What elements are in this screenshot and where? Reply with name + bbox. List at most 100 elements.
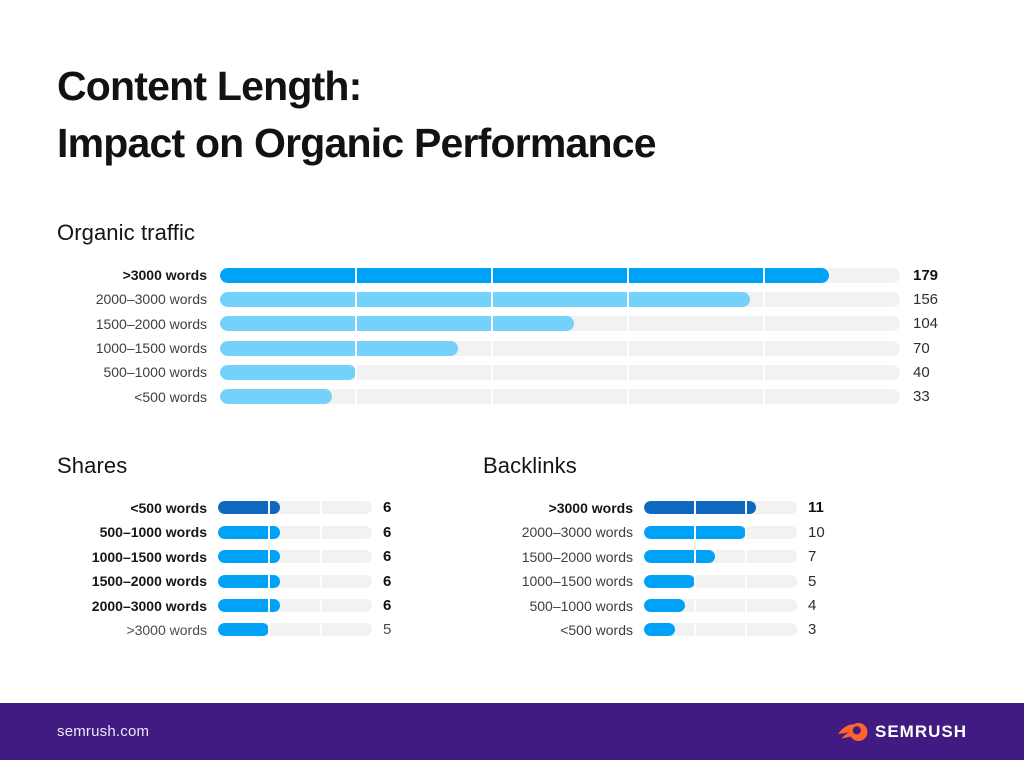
chart-row: 2000–3000 words 10 bbox=[483, 520, 967, 544]
row-label: 1000–1500 words bbox=[91, 548, 207, 565]
bar-track bbox=[220, 316, 900, 332]
bar-track bbox=[644, 550, 797, 564]
row-value: 6 bbox=[383, 499, 392, 517]
row-label: 1500–2000 words bbox=[95, 315, 207, 332]
row-value: 6 bbox=[383, 597, 392, 615]
gridline bbox=[744, 623, 747, 637]
row-value: 7 bbox=[808, 548, 817, 566]
gridline bbox=[627, 291, 629, 307]
gridline bbox=[744, 599, 747, 613]
gridline bbox=[491, 364, 493, 380]
row-label: 1000–1500 words bbox=[521, 573, 633, 590]
footer-bar: semrush.com SEMRUSH bbox=[0, 703, 1024, 760]
bar bbox=[220, 316, 574, 332]
row-label: <500 words bbox=[134, 388, 207, 405]
organic-traffic-rows: >3000 words 179 2000–3000 words 156 1500–200… bbox=[57, 263, 967, 409]
gridline bbox=[491, 389, 493, 405]
gridline bbox=[763, 267, 765, 283]
row-value: 6 bbox=[383, 523, 392, 541]
gridline bbox=[744, 501, 747, 515]
gridline bbox=[319, 599, 322, 613]
gridline bbox=[268, 525, 271, 539]
semrush-flame-icon bbox=[837, 722, 868, 741]
bar-track bbox=[220, 291, 900, 307]
shares-chart: Shares <500 words 6 500–1000 words 6 1000–15… bbox=[57, 453, 483, 642]
bar bbox=[220, 340, 458, 356]
gridline bbox=[693, 574, 696, 588]
shares-heading: Shares bbox=[57, 452, 128, 478]
bar bbox=[220, 364, 356, 380]
row-label: >3000 words bbox=[122, 267, 207, 284]
bar bbox=[644, 623, 675, 637]
gridline bbox=[268, 623, 271, 637]
row-value: 10 bbox=[808, 523, 825, 541]
row-value: 156 bbox=[913, 290, 939, 308]
bar bbox=[220, 291, 751, 307]
gridline bbox=[491, 340, 493, 356]
row-label: 2000–3000 words bbox=[521, 524, 633, 541]
gridline bbox=[355, 364, 357, 380]
bar-track bbox=[220, 389, 900, 405]
backlinks-chart: Backlinks >3000 words 11 2000–3000 words 10… bbox=[483, 453, 967, 642]
chart-row: >3000 words 5 bbox=[57, 618, 483, 642]
gridline bbox=[627, 267, 629, 283]
gridline bbox=[763, 291, 765, 307]
row-value: 5 bbox=[808, 572, 817, 590]
row-value: 104 bbox=[913, 315, 939, 333]
row-label: <500 words bbox=[130, 499, 207, 516]
bar-track bbox=[644, 599, 797, 613]
gridline bbox=[319, 550, 322, 564]
row-label: <500 words bbox=[560, 621, 633, 638]
gridline bbox=[693, 501, 696, 515]
bar-track bbox=[218, 599, 372, 613]
gridline bbox=[268, 501, 271, 515]
page-title-line1: Content Length: bbox=[57, 63, 362, 109]
row-value: 33 bbox=[913, 388, 930, 406]
row-label: 1500–2000 words bbox=[91, 573, 207, 590]
gridline bbox=[355, 389, 357, 405]
row-value: 4 bbox=[808, 597, 817, 615]
chart-row: 1500–2000 words 104 bbox=[57, 312, 967, 336]
chart-row: <500 words 6 bbox=[57, 496, 483, 520]
gridline bbox=[693, 623, 696, 637]
bar bbox=[220, 267, 829, 283]
row-value: 6 bbox=[383, 572, 392, 590]
brand-logo: SEMRUSH bbox=[837, 720, 967, 744]
bar-track bbox=[220, 340, 900, 356]
page-title-line2: Impact on Organic Performance bbox=[57, 120, 657, 166]
row-label: 1500–2000 words bbox=[521, 548, 633, 565]
gridline bbox=[693, 599, 696, 613]
gridline bbox=[627, 364, 629, 380]
row-value: 3 bbox=[808, 621, 817, 639]
row-value: 11 bbox=[808, 499, 824, 517]
gridline bbox=[744, 550, 747, 564]
gridline bbox=[744, 525, 747, 539]
bar bbox=[218, 525, 280, 539]
chart-row: 2000–3000 words 6 bbox=[57, 593, 483, 617]
bar-track bbox=[644, 574, 797, 588]
chart-row: 2000–3000 words 156 bbox=[57, 287, 967, 311]
gridline bbox=[355, 267, 357, 283]
organic-traffic-chart: Organic traffic >3000 words 179 2000–3000 … bbox=[57, 220, 967, 409]
gridline bbox=[319, 623, 322, 637]
bar-track bbox=[218, 574, 372, 588]
shares-rows: <500 words 6 500–1000 words 6 1000–1500 word… bbox=[57, 496, 483, 642]
bar-track bbox=[644, 501, 797, 515]
row-label: 2000–3000 words bbox=[91, 597, 207, 614]
gridline bbox=[355, 291, 357, 307]
chart-row: 1500–2000 words 6 bbox=[57, 569, 483, 593]
row-value: 70 bbox=[913, 339, 930, 357]
chart-row: >3000 words 179 bbox=[57, 263, 967, 287]
chart-row: 1000–1500 words 5 bbox=[483, 569, 967, 593]
row-label: 500–1000 words bbox=[99, 524, 207, 541]
gridline bbox=[627, 316, 629, 332]
row-label: 500–1000 words bbox=[529, 597, 633, 614]
gridline bbox=[763, 389, 765, 405]
chart-row: 1500–2000 words 7 bbox=[483, 545, 967, 569]
small-charts-section: Shares <500 words 6 500–1000 words 6 1000–15… bbox=[57, 453, 967, 642]
bar-track bbox=[220, 267, 900, 283]
chart-row: 500–1000 words 6 bbox=[57, 520, 483, 544]
chart-row: >3000 words 11 bbox=[483, 496, 967, 520]
gridline bbox=[319, 574, 322, 588]
